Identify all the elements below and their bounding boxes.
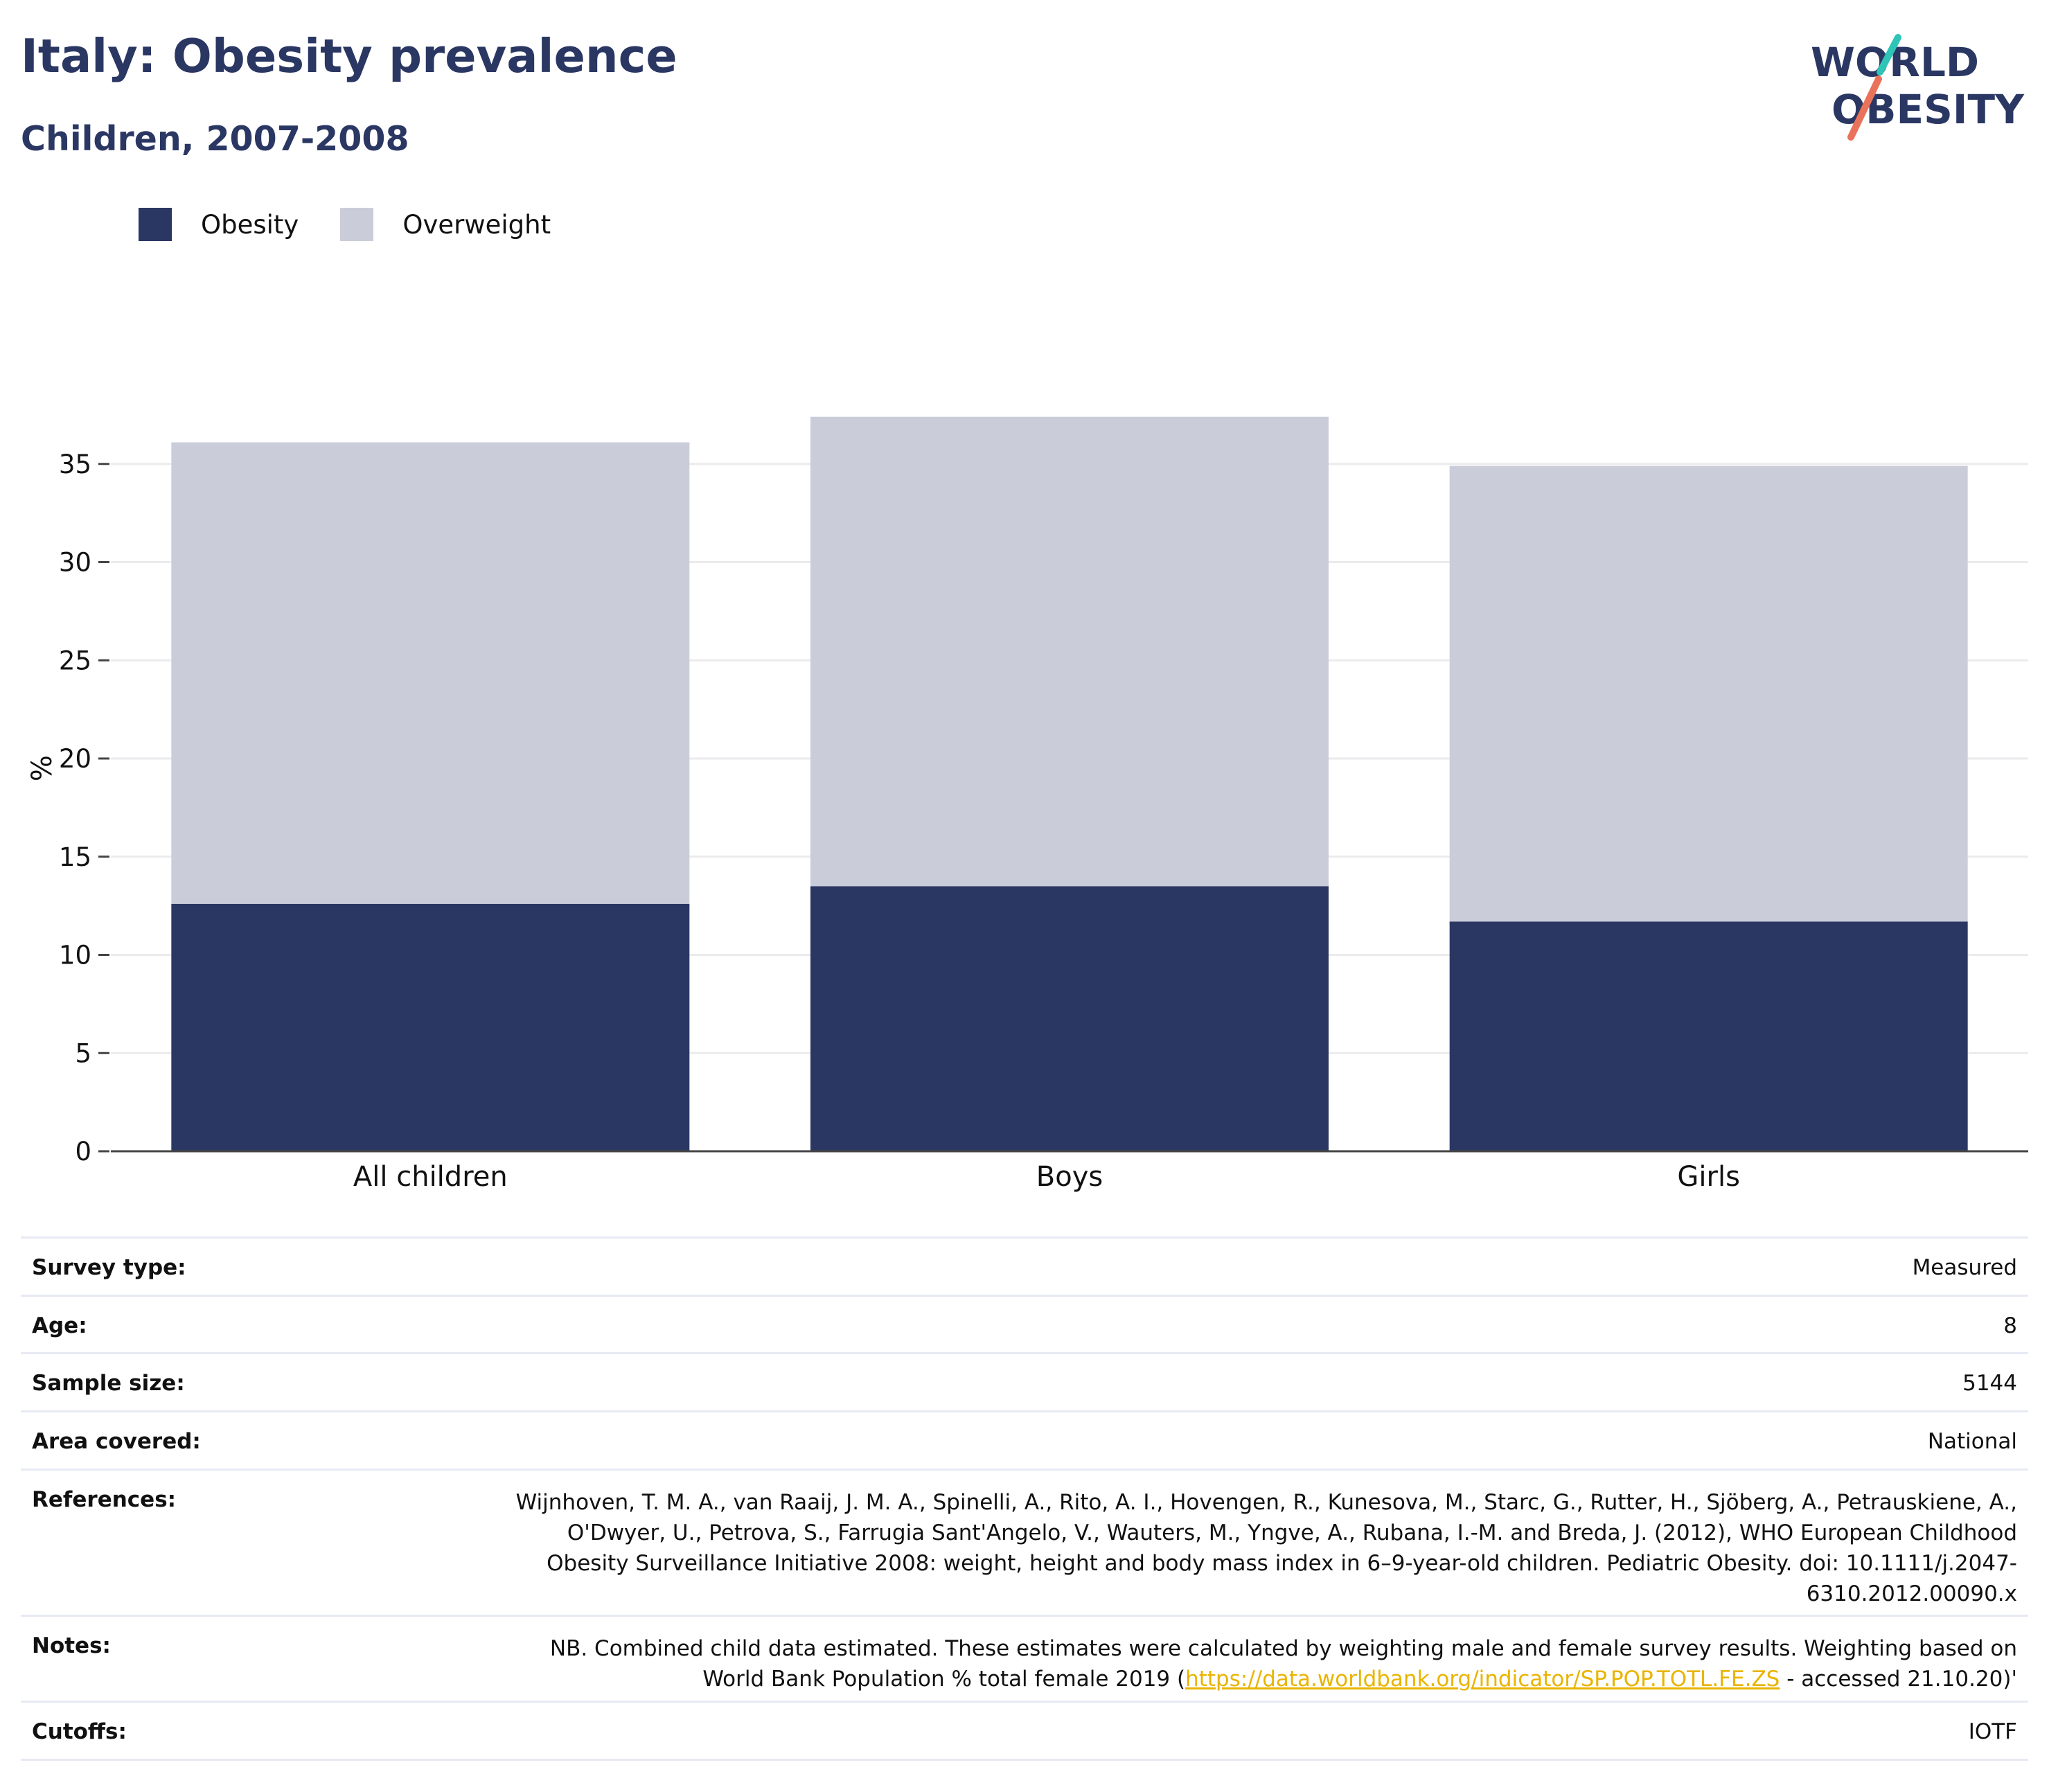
y-tick-label-15: 15 (59, 842, 91, 872)
y-tick-label-5: 5 (75, 1038, 91, 1068)
area-covered-value: National (1927, 1429, 2017, 1454)
worldbank-link[interactable]: https://data.worldbank.org/indicator/SP.… (1185, 1667, 1780, 1692)
bar-overweight-2 (810, 416, 1329, 887)
bar-obesity-3 (1449, 921, 1968, 1151)
page-subtitle: Children, 2007-2008 (21, 119, 409, 159)
y-axis-label: % (26, 755, 58, 781)
row-age: Age: 8 (21, 1297, 2028, 1354)
references-label: References: (32, 1487, 177, 1512)
row-references: References: Wijnhoven, T. M. A., van Raa… (21, 1471, 2028, 1617)
legend-label-obesity: Obesity (201, 209, 299, 240)
bar-overweight-3 (1449, 465, 1968, 922)
x-category-label-2: Boys (1036, 1161, 1103, 1193)
y-tick-label-10: 10 (59, 941, 91, 970)
bar-obesity-1 (171, 903, 690, 1151)
sample-size-label: Sample size: (32, 1371, 185, 1396)
bar-chart: 0 5 10 15 20 25 30 35% All children Boys Girls (26, 416, 2028, 1193)
notes-text-after: - accessed 21.10.20)' (1780, 1667, 2017, 1692)
notes-value: NB. Combined child data estimated. These… (493, 1633, 2017, 1694)
y-tick-label-25: 25 (59, 646, 91, 675)
x-category-label-3: Girls (1677, 1161, 1740, 1193)
bar-obesity-2 (810, 886, 1329, 1151)
age-value: 8 (2003, 1313, 2017, 1338)
x-category-label-1: All children (353, 1161, 508, 1193)
bar-overweight-1 (171, 442, 690, 904)
world-obesity-logo: WORLD OBESITY (1811, 34, 2025, 141)
row-sample-size: Sample size: 5144 (21, 1354, 2028, 1412)
legend-swatch-overweight (340, 208, 374, 241)
y-tick-label-35: 35 (59, 450, 91, 479)
cutoffs-label: Cutoffs: (32, 1719, 127, 1744)
row-cutoffs: Cutoffs: IOTF (21, 1703, 2028, 1761)
row-survey-type: Survey type: Measured (21, 1239, 2028, 1297)
survey-type-value: Measured (1912, 1255, 2017, 1280)
references-value: Wijnhoven, T. M. A., van Raaij, J. M. A.… (515, 1490, 2017, 1606)
sample-size-value: 5144 (1962, 1371, 2017, 1396)
row-notes: Notes: NB. Combined child data estimated… (21, 1617, 2028, 1703)
y-tick-label-30: 30 (59, 548, 91, 578)
y-tick-label-20: 20 (59, 744, 91, 774)
legend-item-obesity[interactable]: Obesity (139, 208, 299, 241)
cutoffs-value: IOTF (1968, 1719, 2017, 1744)
survey-info-table: Survey type: Measured Age: 8 Sample size… (21, 1236, 2028, 1761)
legend-item-overweight[interactable]: Overweight (340, 208, 551, 241)
legend-swatch-obesity (139, 208, 172, 241)
notes-label: Notes: (32, 1633, 111, 1658)
area-covered-label: Area covered: (32, 1429, 201, 1454)
age-label: Age: (32, 1313, 87, 1338)
row-area-covered: Area covered: National (21, 1412, 2028, 1471)
page-title: Italy: Obesity prevalence (21, 29, 677, 83)
y-tick-label-0: 0 (75, 1137, 91, 1166)
notes-text-before: NB. Combined child data estimated. These… (549, 1636, 2017, 1692)
legend-label-overweight: Overweight (402, 209, 551, 240)
survey-type-label: Survey type: (32, 1255, 186, 1280)
logo-slash-top (1877, 34, 1901, 76)
chart-legend: Obesity Overweight (139, 205, 592, 244)
logo-slash-bottom (1847, 76, 1882, 141)
